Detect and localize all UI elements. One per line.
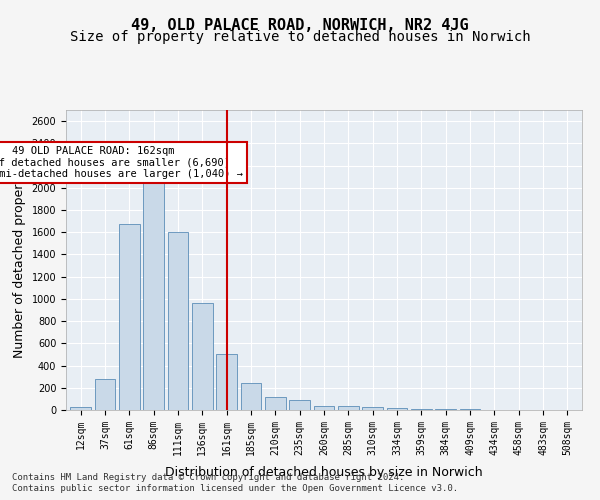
Text: Size of property relative to detached houses in Norwich: Size of property relative to detached ho… (70, 30, 530, 44)
Bar (411, 409, 432, 410)
Bar (167, 232, 188, 410)
Text: 49 OLD PALACE ROAD: 162sqm
← 87% of detached houses are smaller (6,690)
13% of s: 49 OLD PALACE ROAD: 162sqm ← 87% of deta… (0, 146, 243, 179)
Bar (143, 171, 164, 410)
Bar (95, 379, 115, 410)
Bar (241, 384, 262, 410)
X-axis label: Distribution of detached houses by size in Norwich: Distribution of detached houses by size … (165, 466, 483, 479)
Bar (119, 224, 140, 410)
Text: Contains HM Land Registry data © Crown copyright and database right 2024.: Contains HM Land Registry data © Crown c… (12, 472, 404, 482)
Bar (216, 354, 237, 410)
Bar (386, 408, 407, 410)
Y-axis label: Number of detached properties: Number of detached properties (13, 162, 26, 358)
Bar (192, 304, 212, 410)
Bar (436, 409, 456, 410)
Bar (338, 406, 359, 410)
Bar (314, 406, 334, 410)
Bar (362, 407, 383, 410)
Text: 49, OLD PALACE ROAD, NORWICH, NR2 4JG: 49, OLD PALACE ROAD, NORWICH, NR2 4JG (131, 18, 469, 32)
Bar (70, 406, 91, 410)
Text: Contains public sector information licensed under the Open Government Licence v3: Contains public sector information licen… (12, 484, 458, 493)
Bar (265, 397, 286, 410)
Bar (289, 400, 310, 410)
